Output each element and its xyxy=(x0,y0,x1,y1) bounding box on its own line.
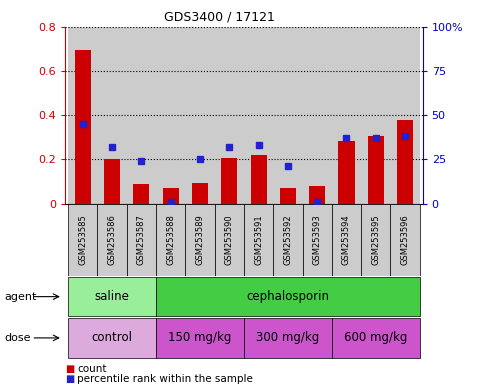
Text: GSM253587: GSM253587 xyxy=(137,215,146,265)
Bar xyxy=(75,50,91,204)
Bar xyxy=(156,27,185,204)
Bar xyxy=(133,184,149,204)
Bar xyxy=(68,277,156,316)
Text: 150 mg/kg: 150 mg/kg xyxy=(168,331,232,344)
Text: agent: agent xyxy=(5,291,37,302)
Bar xyxy=(104,159,120,204)
Text: GSM253589: GSM253589 xyxy=(196,215,204,265)
Bar xyxy=(397,120,413,204)
Bar xyxy=(361,27,390,204)
Text: cephalosporin: cephalosporin xyxy=(246,290,329,303)
Bar xyxy=(127,204,156,276)
Bar xyxy=(214,204,244,276)
Bar xyxy=(273,27,302,204)
Bar xyxy=(302,204,332,276)
Bar xyxy=(163,188,179,204)
Text: GSM253591: GSM253591 xyxy=(254,215,263,265)
Text: dose: dose xyxy=(5,333,31,343)
Text: count: count xyxy=(77,364,107,374)
Bar xyxy=(244,27,273,204)
Bar xyxy=(390,27,420,204)
Bar xyxy=(390,204,420,276)
Text: ■: ■ xyxy=(65,374,74,384)
Text: 300 mg/kg: 300 mg/kg xyxy=(256,331,319,344)
Text: GSM253590: GSM253590 xyxy=(225,215,234,265)
Text: GSM253596: GSM253596 xyxy=(400,215,410,265)
Bar xyxy=(185,204,214,276)
Text: 600 mg/kg: 600 mg/kg xyxy=(344,331,408,344)
Text: GDS3400 / 17121: GDS3400 / 17121 xyxy=(164,10,275,23)
Text: GSM253593: GSM253593 xyxy=(313,215,322,265)
Bar xyxy=(214,27,244,204)
Bar xyxy=(192,182,208,204)
Bar xyxy=(332,318,420,358)
Bar xyxy=(156,204,185,276)
Bar xyxy=(251,155,267,204)
Bar xyxy=(244,204,273,276)
Bar xyxy=(68,27,98,204)
Text: GSM253585: GSM253585 xyxy=(78,215,87,265)
Bar xyxy=(361,204,390,276)
Bar xyxy=(273,204,302,276)
Bar xyxy=(156,318,244,358)
Text: GSM253588: GSM253588 xyxy=(166,215,175,265)
Text: ■: ■ xyxy=(65,364,74,374)
Bar xyxy=(339,141,355,204)
Text: saline: saline xyxy=(95,290,129,303)
Bar xyxy=(244,318,332,358)
Bar xyxy=(68,318,156,358)
Bar xyxy=(98,204,127,276)
Bar xyxy=(68,204,98,276)
Text: GSM253595: GSM253595 xyxy=(371,215,380,265)
Bar xyxy=(332,27,361,204)
Bar xyxy=(156,277,420,316)
Bar xyxy=(185,27,214,204)
Bar xyxy=(280,188,296,204)
Text: control: control xyxy=(92,331,132,344)
Text: GSM253592: GSM253592 xyxy=(284,215,292,265)
Bar xyxy=(98,27,127,204)
Text: GSM253586: GSM253586 xyxy=(108,215,116,265)
Text: percentile rank within the sample: percentile rank within the sample xyxy=(77,374,253,384)
Bar xyxy=(127,27,156,204)
Bar xyxy=(332,204,361,276)
Bar xyxy=(368,136,384,204)
Text: GSM253594: GSM253594 xyxy=(342,215,351,265)
Bar xyxy=(309,186,325,204)
Bar xyxy=(221,158,237,204)
Bar xyxy=(302,27,332,204)
